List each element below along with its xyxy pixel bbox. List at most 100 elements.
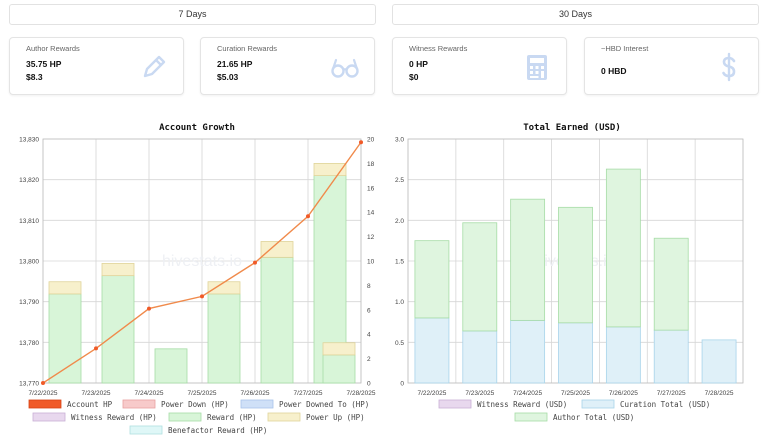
curation-bar <box>462 330 498 384</box>
legend-swatch <box>32 412 66 422</box>
author-bar <box>653 237 689 331</box>
power-up-bar <box>313 162 347 176</box>
account-hp-point <box>147 306 151 311</box>
legend-swatch <box>581 399 615 409</box>
x-tick-label: 7/24/2025 <box>135 390 164 397</box>
left-tick-label: 13,770 <box>19 381 39 388</box>
x-tick-label: 7/28/2025 <box>347 390 376 397</box>
calculator-icon <box>527 55 547 80</box>
card-title: Witness Rewards <box>409 44 468 53</box>
x-tick-label: 7/27/2025 <box>294 390 323 397</box>
curation-bar <box>653 329 689 384</box>
card-title: ~HBD Interest <box>601 44 649 53</box>
author-bar <box>558 206 593 324</box>
account-hp-point <box>41 381 45 385</box>
reward-bar <box>154 348 188 384</box>
left-tick-label: 13,820 <box>19 177 39 184</box>
dollar-icon <box>722 52 736 82</box>
chart-title: Account Growth <box>159 123 235 133</box>
right-tick-label: 0 <box>367 381 371 388</box>
total-earned-chart: Total Earned (USD) hivestats.io 00.51.01… <box>395 123 744 422</box>
legend-swatch <box>267 412 301 422</box>
legend-label: Account HP <box>67 400 113 409</box>
legend-label: Curation Total (USD) <box>620 400 710 409</box>
x-tick-label: 7/22/2025 <box>417 390 446 397</box>
x-tick-label: 7/26/2025 <box>241 390 270 397</box>
author-rewards-card: Author Rewards 35.75 HP $8.3 <box>9 37 184 95</box>
legend-swatch <box>168 412 202 422</box>
power-up-bar <box>260 241 294 258</box>
y-tick-label: 2.5 <box>395 177 404 184</box>
x-tick-label: 7/25/2025 <box>188 390 217 397</box>
legend-label: Reward (HP) <box>207 413 257 422</box>
right-tick-label: 16 <box>367 185 375 192</box>
account-hp-point <box>253 260 257 265</box>
right-tick-label: 8 <box>367 283 371 290</box>
y-tick-label: 0.5 <box>395 340 404 347</box>
legend-label: Witness Reward (HP) <box>71 413 157 422</box>
y-tick-label: 3.0 <box>395 137 404 144</box>
glasses-icon <box>331 58 359 78</box>
account-hp-point <box>200 294 204 299</box>
right-tick-label: 18 <box>367 161 375 168</box>
right-tick-label: 20 <box>367 137 375 144</box>
legend-swatch <box>438 399 472 409</box>
left-tick-label: 13,780 <box>19 340 39 347</box>
y-tick-label: 2.0 <box>395 218 404 225</box>
card-value-usd: $5.03 <box>217 72 239 82</box>
right-tick-label: 14 <box>367 210 375 217</box>
account-hp-point <box>359 140 363 145</box>
y-tick-label: 0 <box>400 381 404 388</box>
y-tick-label: 1.5 <box>395 259 404 266</box>
legend-label: Power Downed To (HP) <box>279 400 369 409</box>
hbd-interest-card: ~HBD Interest 0 HBD <box>584 37 759 95</box>
chart-title: Total Earned (USD) <box>523 123 621 133</box>
power-up-bar <box>207 281 241 295</box>
pencil-icon <box>143 55 166 78</box>
left-tick-label: 13,800 <box>19 259 39 266</box>
power-up-bar <box>48 281 82 295</box>
curation-bar <box>510 319 546 384</box>
x-tick-label: 7/24/2025 <box>513 390 542 397</box>
reward-bar <box>322 354 356 384</box>
right-tick-label: 6 <box>367 307 371 314</box>
card-value-hbd: 0 HBD <box>601 66 627 76</box>
witness-rewards-card: Witness Rewards 0 HP $0 <box>392 37 567 95</box>
tab-7-days[interactable]: 7 Days <box>9 4 376 25</box>
author-bar <box>462 222 498 332</box>
legend-swatch <box>28 399 62 409</box>
x-tick-label: 7/23/2025 <box>465 390 494 397</box>
legend-swatch <box>129 425 163 435</box>
curation-rewards-card: Curation Rewards 21.65 HP $5.03 <box>200 37 375 95</box>
card-value-usd: $0 <box>409 72 419 82</box>
left-tick-label: 13,830 <box>19 137 39 144</box>
legend-swatch <box>122 399 156 409</box>
legend-label: Author Total (USD) <box>553 413 634 422</box>
curation-bar <box>605 326 641 384</box>
tab-30-days[interactable]: 30 Days <box>392 4 759 25</box>
account-growth-chart: Account Growth hivestats.io 13,770 13,780… <box>19 123 376 435</box>
author-bar <box>605 168 641 328</box>
legend-swatch <box>514 412 548 422</box>
card-value-hp: 35.75 HP <box>26 59 62 69</box>
x-tick-label: 7/28/2025 <box>705 390 734 397</box>
reward-bar <box>101 275 135 384</box>
legend-label: Witness Reward (USD) <box>477 400 567 409</box>
legend-label: Power Up (HP) <box>306 413 365 422</box>
author-bar <box>414 240 450 319</box>
card-value-hp: 21.65 HP <box>217 59 253 69</box>
reward-bar <box>48 293 82 384</box>
y-tick-label: 1.0 <box>395 299 404 306</box>
x-tick-label: 7/27/2025 <box>657 390 686 397</box>
watermark: hivestats.io <box>162 253 242 270</box>
right-tick-label: 2 <box>367 356 371 363</box>
left-tick-label: 13,790 <box>19 299 39 306</box>
card-value-hp: 0 HP <box>409 59 428 69</box>
x-tick-label: 7/22/2025 <box>29 390 58 397</box>
curation-bar <box>558 322 593 384</box>
x-tick-label: 7/26/2025 <box>609 390 638 397</box>
card-title: Author Rewards <box>26 44 80 53</box>
reward-bar <box>207 293 241 384</box>
right-tick-label: 10 <box>367 259 375 266</box>
left-tick-label: 13,810 <box>19 218 39 225</box>
